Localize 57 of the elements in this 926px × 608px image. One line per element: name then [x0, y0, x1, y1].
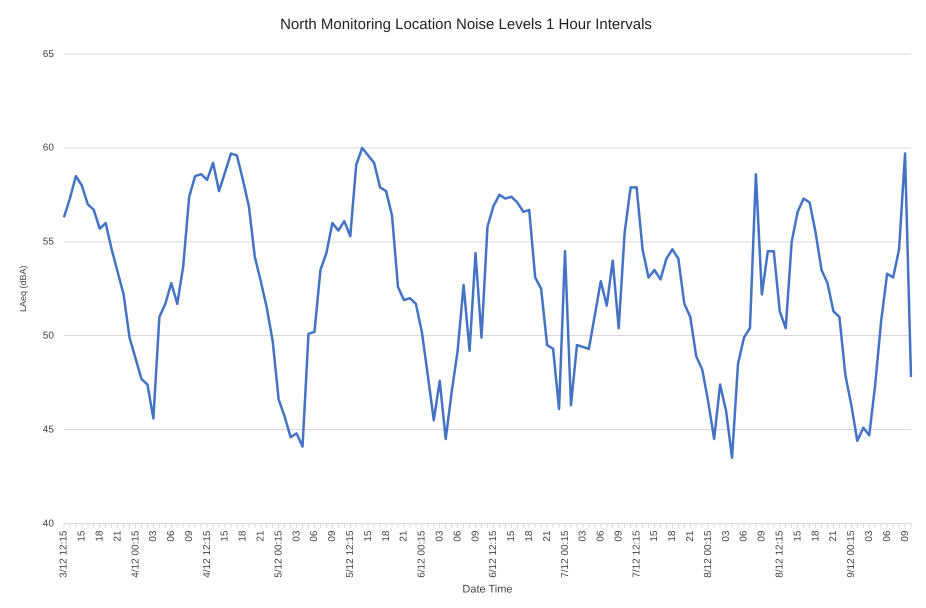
x-tick-label: 03 [578, 530, 589, 542]
x-tick-label: 18 [94, 530, 106, 542]
x-tick-label: 03 [434, 530, 446, 542]
x-tick-label: 06 [738, 530, 750, 542]
x-tick-label: 6/12 12:15 [488, 530, 500, 578]
x-tick-label: 21 [685, 530, 696, 542]
x-tick-label: 03 [148, 530, 160, 542]
x-tick-label: 3/12 12:15 [58, 530, 70, 578]
x-tick-label: 6/12 00:15 [416, 530, 428, 578]
x-tick-label: 06 [452, 530, 464, 542]
x-tick-label: 18 [238, 530, 249, 542]
x-tick-label: 4/12 12:15 [202, 530, 213, 578]
y-axis-title: LAeq (dBA) [18, 266, 28, 312]
x-tick-label: 21 [542, 530, 553, 542]
x-tick-label: 7/12 12:15 [631, 530, 642, 578]
x-tick-label: 06 [882, 530, 893, 542]
x-tick-label: 18 [667, 530, 678, 542]
x-tick-label: 21 [828, 530, 840, 542]
x-tick-label: 4/12 00:15 [130, 530, 142, 578]
x-tick-label: 06 [596, 530, 607, 542]
x-tick-label: 7/12 00:15 [560, 530, 571, 578]
x-tick-label: 18 [380, 530, 392, 542]
y-tick-label: 60 [42, 142, 54, 154]
x-tick-label: 15 [649, 530, 660, 542]
x-tick-label: 09 [756, 530, 768, 542]
x-tick-label: 15 [362, 530, 374, 542]
y-tick-label: 40 [42, 518, 54, 530]
y-tick-label: 45 [42, 424, 54, 436]
x-tick-label: 18 [810, 530, 822, 542]
y-tick-label: 50 [42, 330, 54, 342]
x-tick-label: 5/12 12:15 [345, 530, 356, 578]
x-tick-label: 21 [398, 530, 410, 542]
x-tick-label: 9/12 00:15 [846, 530, 858, 578]
x-tick-label: 18 [524, 530, 535, 542]
x-tick-label: 09 [900, 530, 911, 542]
x-tick-label: 06 [309, 530, 320, 542]
x-tick-label: 15 [506, 530, 518, 542]
chart-title: North Monitoring Location Noise Levels 1 Hour Intervals [280, 16, 652, 34]
x-tick-label: 09 [184, 530, 195, 542]
x-tick-label: 21 [256, 530, 267, 542]
x-tick-label: 15 [76, 530, 88, 542]
x-tick-label: 15 [792, 530, 804, 542]
x-tick-label: 06 [166, 530, 178, 542]
x-tick-label: 15 [220, 530, 231, 542]
x-tick-label: 5/12 00:15 [273, 530, 284, 578]
x-tick-label: 09 [613, 530, 624, 542]
x-tick-label: 03 [291, 530, 302, 542]
x-tick-label: 09 [327, 530, 338, 542]
x-tick-label: 8/12 12:15 [774, 530, 786, 578]
x-axis-title: Date Time [462, 583, 513, 596]
x-tick-label: 09 [470, 530, 482, 542]
x-tick-label: 03 [864, 530, 875, 542]
x-tick-label: 03 [720, 530, 732, 542]
y-tick-label: 65 [42, 48, 54, 60]
x-tick-label: 8/12 00:15 [702, 530, 714, 578]
y-tick-label: 55 [42, 236, 54, 248]
x-tick-label: 21 [112, 530, 124, 542]
